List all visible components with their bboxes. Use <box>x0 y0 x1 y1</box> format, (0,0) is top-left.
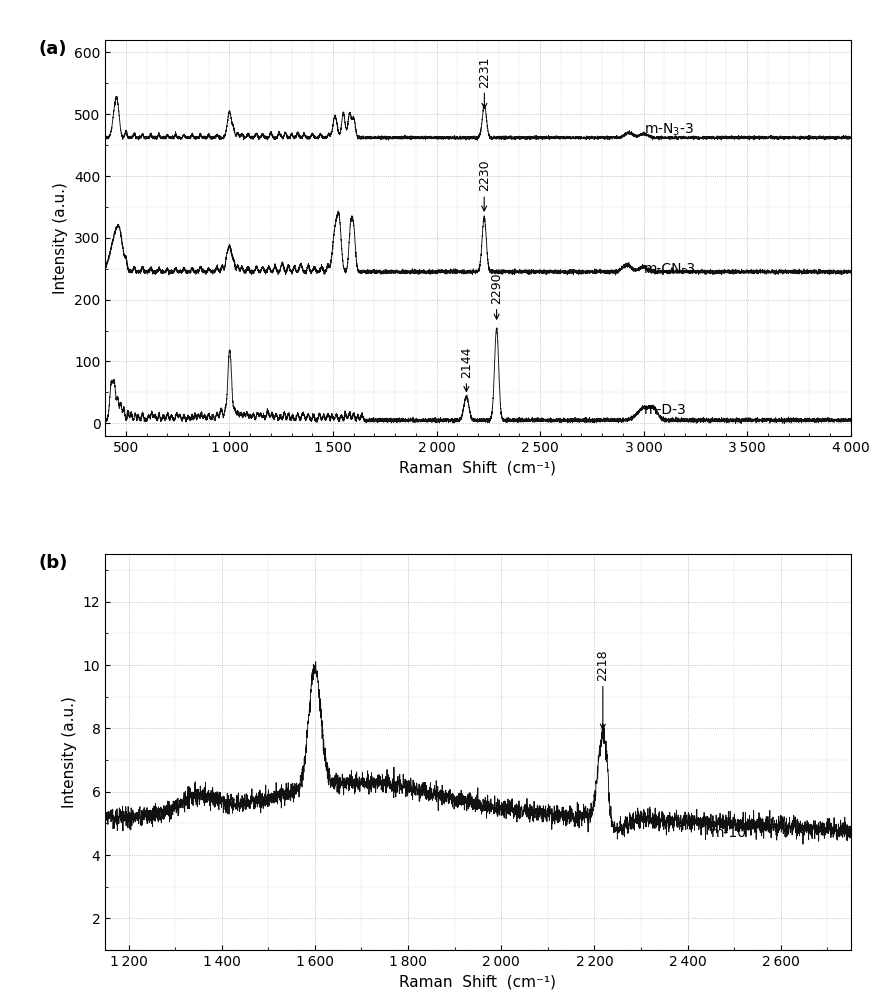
X-axis label: Raman  Shift  (cm⁻¹): Raman Shift (cm⁻¹) <box>399 974 557 989</box>
Text: 2231: 2231 <box>478 56 491 108</box>
Text: m-CN-3: m-CN-3 <box>644 262 695 276</box>
X-axis label: Raman  Shift  (cm⁻¹): Raman Shift (cm⁻¹) <box>399 460 557 475</box>
Text: m-10: m-10 <box>711 826 747 840</box>
Text: m-N$_3$-3: m-N$_3$-3 <box>644 121 694 138</box>
Text: 2230: 2230 <box>478 160 490 211</box>
Text: (b): (b) <box>39 554 68 572</box>
Y-axis label: Intensity (a.u.): Intensity (a.u.) <box>62 696 77 808</box>
Text: 2144: 2144 <box>460 347 473 391</box>
Y-axis label: Intensity (a.u.): Intensity (a.u.) <box>53 182 68 294</box>
Text: 2218: 2218 <box>596 649 610 729</box>
Text: 2290: 2290 <box>490 272 503 319</box>
Text: m-D-3: m-D-3 <box>644 403 687 417</box>
Text: (a): (a) <box>39 40 67 58</box>
